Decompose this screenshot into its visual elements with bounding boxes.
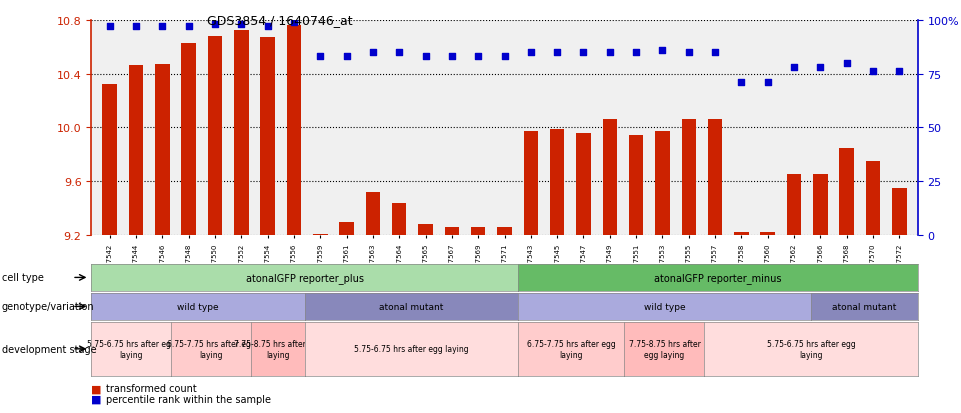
Point xyxy=(102,24,117,31)
Text: atonal mutant: atonal mutant xyxy=(379,302,443,311)
Bar xyxy=(577,133,591,235)
Bar xyxy=(286,26,301,235)
Point xyxy=(181,24,196,31)
Text: ■: ■ xyxy=(91,383,102,393)
Text: 5.75-6.75 hrs after egg laying: 5.75-6.75 hrs after egg laying xyxy=(354,344,469,354)
Bar xyxy=(339,222,354,235)
Bar xyxy=(103,85,117,235)
Point xyxy=(892,69,907,76)
Bar xyxy=(313,234,328,235)
Text: 7.75-8.75 hrs after egg
laying: 7.75-8.75 hrs after egg laying xyxy=(234,339,322,358)
Text: percentile rank within the sample: percentile rank within the sample xyxy=(106,394,271,404)
Bar xyxy=(471,227,485,235)
Text: 7.75-8.75 hrs after
egg laying: 7.75-8.75 hrs after egg laying xyxy=(628,339,701,358)
Point xyxy=(707,50,723,56)
Bar xyxy=(760,233,775,235)
Bar xyxy=(866,161,880,235)
Text: wild type: wild type xyxy=(644,302,685,311)
Bar xyxy=(813,175,827,235)
Bar xyxy=(497,227,512,235)
Point xyxy=(523,50,538,56)
Point xyxy=(550,50,565,56)
Point xyxy=(471,54,486,60)
Point xyxy=(760,80,776,86)
Text: development stage: development stage xyxy=(2,344,96,354)
Point xyxy=(286,19,302,26)
Point xyxy=(444,54,459,60)
Point xyxy=(733,80,749,86)
Text: atonalGFP reporter_minus: atonalGFP reporter_minus xyxy=(654,272,781,283)
Point xyxy=(865,69,880,76)
Bar xyxy=(550,129,564,235)
Text: transformed count: transformed count xyxy=(106,383,196,393)
Bar xyxy=(708,120,723,235)
Bar xyxy=(734,233,749,235)
Bar xyxy=(392,203,407,235)
Point xyxy=(576,50,591,56)
Point xyxy=(339,54,355,60)
Point xyxy=(681,50,697,56)
Text: genotype/variation: genotype/variation xyxy=(2,301,94,312)
Point xyxy=(603,50,618,56)
Point xyxy=(129,24,144,31)
Text: cell type: cell type xyxy=(2,273,44,283)
Text: atonalGFP reporter_plus: atonalGFP reporter_plus xyxy=(246,272,363,283)
Point xyxy=(391,50,407,56)
Bar xyxy=(840,148,854,235)
Text: 5.75-6.75 hrs after egg
laying: 5.75-6.75 hrs after egg laying xyxy=(767,339,855,358)
Text: 6.75-7.75 hrs after egg
laying: 6.75-7.75 hrs after egg laying xyxy=(527,339,616,358)
Text: 6.75-7.75 hrs after egg
laying: 6.75-7.75 hrs after egg laying xyxy=(167,339,256,358)
Bar xyxy=(681,120,696,235)
Text: GDS3854 / 1640746_at: GDS3854 / 1640746_at xyxy=(207,14,353,27)
Point xyxy=(654,47,670,54)
Point xyxy=(234,21,249,28)
Point xyxy=(155,24,170,31)
Point xyxy=(628,50,644,56)
Text: 5.75-6.75 hrs after egg
laying: 5.75-6.75 hrs after egg laying xyxy=(86,339,176,358)
Text: ■: ■ xyxy=(91,394,102,404)
Bar xyxy=(182,43,196,235)
Point xyxy=(813,64,828,71)
Bar xyxy=(524,132,538,235)
Point xyxy=(365,50,381,56)
Point xyxy=(786,64,801,71)
Point xyxy=(208,21,223,28)
Bar xyxy=(892,188,906,235)
Text: wild type: wild type xyxy=(177,302,219,311)
Bar xyxy=(366,192,381,235)
Point xyxy=(839,60,854,67)
Point xyxy=(418,54,433,60)
Bar xyxy=(787,175,801,235)
Bar xyxy=(628,136,643,235)
Bar xyxy=(445,227,459,235)
Bar xyxy=(603,120,617,235)
Bar xyxy=(655,132,670,235)
Point xyxy=(260,24,276,31)
Bar xyxy=(129,66,143,235)
Bar xyxy=(418,225,432,235)
Bar xyxy=(234,31,249,235)
Bar xyxy=(260,38,275,235)
Bar xyxy=(155,65,169,235)
Bar xyxy=(208,37,222,235)
Point xyxy=(497,54,512,60)
Text: atonal mutant: atonal mutant xyxy=(832,302,897,311)
Point xyxy=(312,54,328,60)
